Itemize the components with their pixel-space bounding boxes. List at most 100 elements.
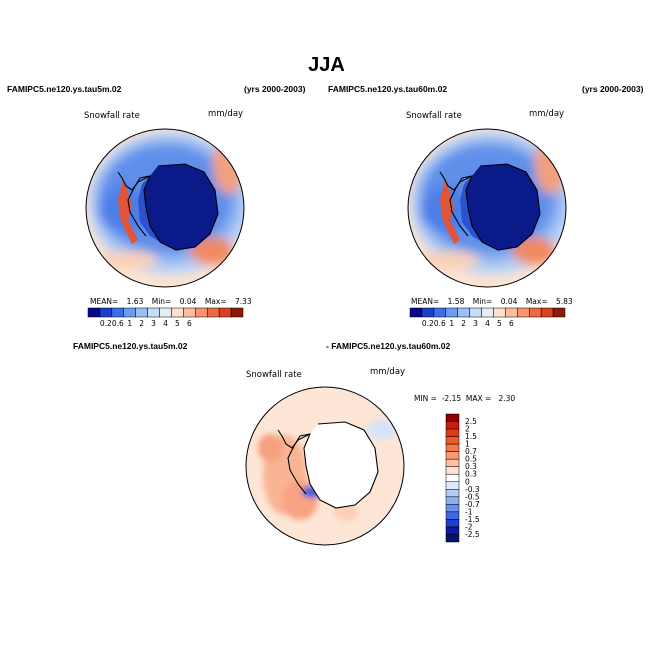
colorbar-diff-swatch — [445, 458, 460, 467]
colorbar-2-swatch — [457, 307, 470, 318]
colorbar-diff-tick-label: 2.5 — [465, 417, 477, 426]
colorbar-1-tick-label: 0.2 — [100, 319, 112, 328]
colorbar-diff-swatch — [445, 428, 460, 437]
diff-units-label: mm/day — [370, 367, 406, 377]
colorbar-diff-swatch — [445, 489, 460, 498]
colorbar-diff-swatch — [445, 473, 460, 483]
colorbar-1-swatch — [171, 307, 184, 318]
panel2-years: (yrs 2000-2003) — [582, 84, 644, 94]
panel2-min-label: Min= — [472, 297, 493, 306]
colorbar-diff-swatch — [445, 481, 460, 490]
colorbar-diff-tick-label: -0.7 — [465, 500, 480, 509]
diff-variable-label: Snowfall rate — [246, 370, 302, 380]
panel1-min-label: Min= — [151, 297, 172, 306]
colorbar-diff-tick-label: -2.5 — [465, 530, 480, 539]
panel2-mean-label: MEAN= — [411, 297, 440, 306]
panel2-max-value: 5.83 — [556, 297, 573, 306]
map2-frame — [407, 128, 567, 288]
colorbar-1-swatch — [123, 307, 136, 318]
map1-field — [86, 129, 244, 287]
colorbar-1-swatch — [183, 307, 196, 318]
colorbar-2-tick-label: 2 — [461, 319, 466, 328]
diff-frame — [245, 386, 405, 546]
colorbar-2-tick-label: 0.6 — [434, 319, 446, 328]
colorbar-2-swatch — [445, 307, 458, 318]
panel2-min-value: 0.04 — [500, 297, 518, 306]
colorbar-diff-tick-label: 0 — [465, 477, 470, 486]
colorbar-diff-tick-label: 0.3 — [465, 462, 477, 471]
map1-frame — [85, 128, 245, 288]
panel1-units-label: mm/day — [208, 109, 244, 119]
colorbar-diff-tick-label: -0.5 — [465, 492, 480, 501]
colorbar-2-swatch — [540, 307, 554, 318]
colorbar-diff-tick-label: -2 — [465, 522, 473, 531]
colorbar-2-tick-label: 3 — [473, 319, 478, 328]
colorbar-1-tick-label: 0.6 — [112, 319, 124, 328]
colorbar-2-swatch — [493, 307, 506, 318]
colorbar-1-tick-label: 2 — [139, 319, 144, 328]
colorbar-diff-tick-label: 0.3 — [465, 470, 477, 479]
colorbar-2-swatch — [433, 307, 447, 318]
panel1-mean-label: MEAN= — [90, 297, 119, 306]
colorbar-2-swatch — [409, 307, 423, 318]
colorbar-diff-swatch — [445, 496, 460, 505]
colorbar-2-tick-label: 6 — [509, 319, 514, 328]
colorbar-diff-swatch — [445, 436, 460, 445]
colorbar-1-tick-label: 6 — [187, 319, 192, 328]
colorbar-2-swatch — [528, 307, 542, 318]
colorbar-diff-swatch — [445, 413, 460, 422]
colorbar-diff-swatch — [445, 519, 460, 528]
panel1-case-name: FAMIPC5.ne120.ys.tau5m.02 — [7, 84, 122, 94]
colorbar-1-swatch — [99, 307, 113, 318]
colorbar-2-swatch — [552, 307, 566, 318]
colorbar-diff-tick-label: -0.3 — [465, 485, 480, 494]
colorbar-1-tick-label: 4 — [163, 319, 168, 328]
panel1-max-value: 7.33 — [235, 297, 252, 306]
colorbar-2-swatch — [469, 307, 482, 318]
colorbar-2-swatch — [505, 307, 518, 318]
map-panel-1 — [85, 128, 245, 288]
colorbar-diff-swatch — [445, 504, 460, 513]
colorbar-2-tick-label: 1 — [449, 319, 454, 328]
colorbar-1-swatch — [111, 307, 125, 318]
colorbar-diff-swatch — [445, 511, 460, 520]
panel1-mean-value: 1.63 — [126, 297, 144, 306]
panel2-mean-value: 1.58 — [447, 297, 465, 306]
panel1-stats: MEAN= 1.63 Min= 0.04 Max= 7.33 — [90, 297, 252, 306]
colorbar-diff-swatch — [445, 534, 460, 543]
colorbar-1-swatch — [159, 307, 172, 318]
diff-case-b: - FAMIPC5.ne120.ys.tau60m.02 — [326, 341, 451, 351]
panel2-max-label: Max= — [525, 297, 548, 306]
colorbar-1-swatch — [147, 307, 160, 318]
colorbar-2: 0.2 0.6 1 2 3 4 5 6 — [409, 307, 566, 328]
panel2-variable-label: Snowfall rate — [406, 111, 462, 121]
panel1-max-label: Max= — [204, 297, 227, 306]
colorbar-1-swatch — [230, 307, 244, 318]
colorbar-diff-tick-label: 1 — [465, 440, 470, 449]
panel2-stats: MEAN= 1.58 Min= 0.04 Max= 5.83 — [411, 297, 573, 306]
colorbar-1-swatch — [87, 307, 101, 318]
colorbar-diff-swatch — [445, 443, 460, 452]
colorbar-2-tick-label: 0.2 — [422, 319, 434, 328]
colorbar-1-swatch — [195, 307, 208, 318]
colorbar-diff-swatch — [445, 466, 460, 475]
map2-field — [408, 129, 566, 287]
colorbar-2-tick-label: 4 — [485, 319, 490, 328]
colorbar-2-swatch — [517, 307, 530, 318]
colorbar-1-swatch — [218, 307, 232, 318]
colorbar-1: 0.2 0.6 1 2 3 4 5 6 — [87, 307, 244, 328]
panel1-variable-label: Snowfall rate — [84, 111, 140, 121]
map-panel-diff — [245, 386, 405, 546]
diff-field — [246, 387, 404, 545]
colorbar-diff: 2.521.510.70.50.30.30-0.3-0.5-0.7-1-1.5-… — [445, 413, 480, 543]
colorbar-diff-tick-label: 2 — [465, 425, 470, 434]
colorbar-1-swatch — [135, 307, 148, 318]
panel1-years: (yrs 2000-2003) — [244, 84, 306, 94]
colorbar-1-tick-label: 3 — [151, 319, 156, 328]
colorbar-2-swatch — [421, 307, 435, 318]
colorbar-diff-tick-label: -1 — [465, 507, 473, 516]
colorbar-diff-swatch — [445, 526, 460, 535]
diff-case-a: FAMIPC5.ne120.ys.tau5m.02 — [73, 341, 188, 351]
colorbar-2-swatch — [481, 307, 494, 318]
